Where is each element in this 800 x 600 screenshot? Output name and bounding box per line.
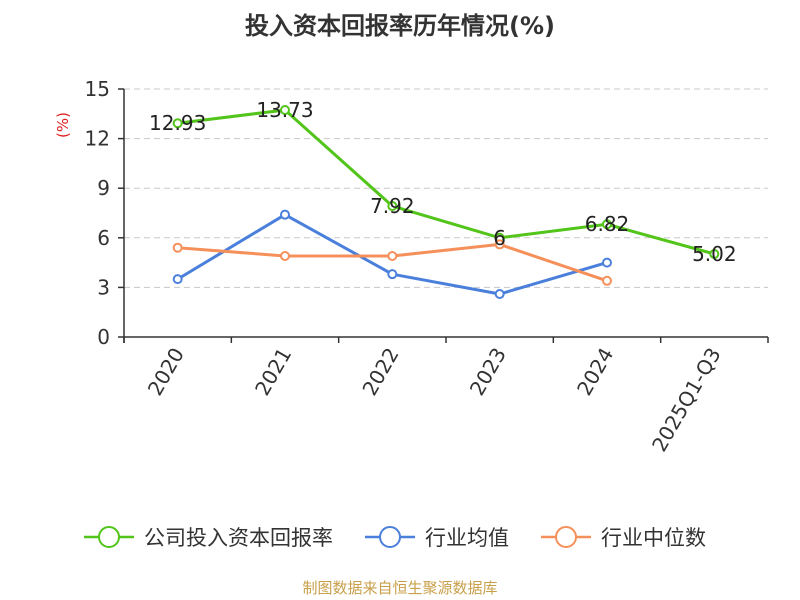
data-label: 7.92 — [370, 194, 415, 218]
data-point — [494, 239, 505, 250]
y-tick-label: 0 — [97, 325, 110, 349]
legend-item-1: 行业均值 — [365, 526, 509, 550]
data-point — [172, 274, 183, 285]
y-tick-label: 12 — [85, 127, 110, 151]
data-point — [494, 289, 505, 300]
series-2 — [172, 239, 612, 286]
x-tick-label: 2021 — [250, 344, 296, 400]
legend-item-0: 公司投入资本回报率 — [84, 526, 333, 550]
data-point — [602, 275, 612, 286]
data-point — [709, 249, 720, 260]
data-labels: 12.93 13.73 7.92 6 6.82 5.02 — [149, 98, 737, 266]
data-label: 6.82 — [585, 212, 630, 236]
y-tick-label: 6 — [97, 226, 110, 250]
chart-title: 投入资本回报率历年情况(%) — [245, 12, 555, 40]
legend-item-2: 行业中位数 — [541, 526, 706, 550]
data-label: 13.73 — [256, 98, 313, 122]
legend-marker — [98, 526, 120, 548]
data-point — [387, 250, 398, 261]
data-point — [602, 257, 612, 268]
x-tick-label: 2025Q1-Q3 — [647, 344, 726, 456]
data-label: 12.93 — [149, 111, 206, 135]
legend: 公司投入资本回报率 行业均值 行业中位数 — [84, 526, 706, 550]
data-point — [280, 250, 290, 261]
x-tick-label: 2024 — [572, 344, 618, 400]
y-tick-label: 3 — [97, 275, 110, 299]
legend-marker — [379, 526, 401, 548]
data-point — [280, 209, 290, 220]
series-line — [177, 108, 715, 256]
y-tick-label: 15 — [85, 77, 110, 101]
series-group — [172, 104, 720, 300]
data-point — [172, 242, 183, 253]
data-label: 5.02 — [692, 242, 737, 266]
x-tick-label: 2023 — [465, 343, 511, 399]
legend-label: 行业中位数 — [601, 526, 706, 550]
y-tick-label: 9 — [97, 176, 110, 200]
source-note: 制图数据来自恒生聚源数据库 — [302, 579, 497, 597]
legend-label: 公司投入资本回报率 — [144, 526, 333, 550]
data-point — [387, 201, 398, 212]
data-point — [172, 118, 183, 129]
x-tick-label: 2020 — [143, 344, 189, 400]
data-label: 6 — [493, 226, 506, 250]
series-1 — [172, 209, 612, 300]
data-point — [387, 269, 398, 280]
legend-label: 行业均值 — [425, 526, 509, 550]
series-0 — [172, 104, 720, 260]
x-tick-label: 2022 — [357, 344, 403, 400]
y-axis-unit: (%) — [54, 112, 72, 138]
legend-marker — [555, 526, 577, 548]
data-point — [602, 219, 612, 230]
grid-lines — [124, 88, 768, 288]
data-point — [280, 104, 290, 115]
